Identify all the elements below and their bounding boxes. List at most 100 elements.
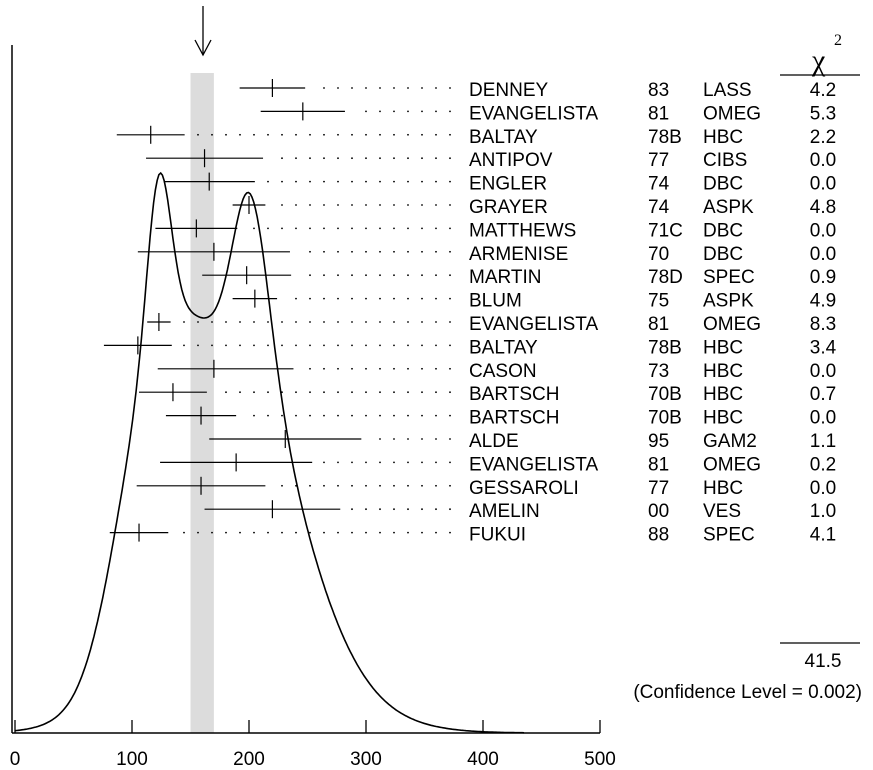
x-tick-label: 100 <box>116 749 148 770</box>
measurement-year: 70 <box>648 244 669 265</box>
measurement-technique: DBC <box>703 174 743 195</box>
measurement-chi2: 0.0 <box>810 220 836 241</box>
measurement-technique: SPEC <box>703 267 755 288</box>
measurement-year: 74 <box>648 197 670 218</box>
measurement-name: BALTAY <box>469 337 538 358</box>
measurement-technique: CIBS <box>703 150 747 171</box>
measurement-row: FUKUI 88 SPEC 4.1 <box>469 525 836 546</box>
chi2-total: 41.5 <box>805 651 842 672</box>
measurement-mark <box>163 172 255 191</box>
measurement-chi2: 0.0 <box>810 150 836 171</box>
measurement-chi2: 4.8 <box>810 197 836 218</box>
measurement-marks <box>103 79 362 542</box>
measurement-row: GRAYER 74 ASPK 4.8 <box>469 197 836 218</box>
measurement-year: 83 <box>648 80 669 101</box>
average-band <box>190 73 214 733</box>
measurement-chi2: 5.3 <box>810 103 836 124</box>
x-tick-label: 400 <box>467 749 499 770</box>
measurement-mark <box>109 523 169 542</box>
measurement-technique: DBC <box>703 244 743 265</box>
measurement-row: EVANGELISTA 81 OMEG 5.3 <box>469 103 836 124</box>
x-tick-label: 500 <box>584 749 616 770</box>
measurement-year: 81 <box>648 314 669 335</box>
measurement-chi2: 8.3 <box>810 314 836 335</box>
measurement-table: DENNEY 83 LASS 4.2 EVANGELISTA 81 OMEG 5.3 BALTA… <box>469 80 837 546</box>
measurement-chi2: 0.7 <box>810 384 836 405</box>
measurement-technique: HBC <box>703 478 743 499</box>
measurement-name: AMELIN <box>469 501 540 522</box>
measurement-year: 77 <box>648 478 669 499</box>
measurement-mark <box>139 383 207 402</box>
measurement-name: CASON <box>469 361 537 382</box>
measurement-technique: HBC <box>703 337 743 358</box>
measurement-chi2: 0.9 <box>810 267 836 288</box>
measurement-mark <box>239 79 306 97</box>
measurement-chi2: 4.2 <box>810 80 836 101</box>
measurement-row: EVANGELISTA 81 OMEG 8.3 <box>469 314 836 335</box>
measurement-name: ALDE <box>469 431 519 452</box>
measurement-mark <box>136 476 266 495</box>
measurement-year: 78D <box>648 267 683 288</box>
chi2-symbol: χ <box>811 44 826 77</box>
measurement-row: BLUM 75 ASPK 4.9 <box>469 291 836 312</box>
measurement-mark <box>260 102 345 121</box>
measurement-chi2: 4.1 <box>810 525 836 546</box>
measurement-mark <box>116 125 185 144</box>
measurement-mark <box>155 219 238 238</box>
measurement-row: GESSAROLI 77 HBC 0.0 <box>469 478 836 499</box>
confidence-level: (Confidence Level = 0.002) <box>633 682 862 703</box>
measurement-name: EVANGELISTA <box>469 314 598 335</box>
x-axis-ticks: 0 100 200 300 400 500 <box>10 720 616 770</box>
measurement-row: MARTIN 78D SPEC 0.9 <box>469 267 836 288</box>
measurement-row: ENGLER 74 DBC 0.0 <box>469 174 836 195</box>
measurement-technique: HBC <box>703 408 743 429</box>
measurement-year: 95 <box>648 431 669 452</box>
average-arrow <box>194 6 212 57</box>
measurement-technique: OMEG <box>703 314 761 335</box>
measurement-year: 70B <box>648 384 682 405</box>
measurement-year: 77 <box>648 150 669 171</box>
measurement-mark <box>137 242 290 261</box>
measurement-row: AMELIN 00 VES 1.0 <box>469 501 836 522</box>
measurement-year: 71C <box>648 220 683 241</box>
measurement-name: ENGLER <box>469 174 547 195</box>
ideogram-curve <box>14 171 525 734</box>
measurement-row: BARTSCH 70B HBC 0.0 <box>469 408 836 429</box>
measurement-technique: OMEG <box>703 103 761 124</box>
measurement-mark <box>204 500 341 519</box>
measurement-name: ANTIPOV <box>469 150 553 171</box>
measurement-chi2: 0.0 <box>810 174 836 195</box>
measurement-technique: HBC <box>703 127 743 148</box>
measurement-mark <box>209 430 362 448</box>
measurement-year: 75 <box>648 291 669 312</box>
measurement-technique: LASS <box>703 80 752 101</box>
measurement-technique: ASPK <box>703 197 754 218</box>
x-tick-label: 300 <box>350 749 382 770</box>
measurement-row: ALDE 95 GAM2 1.1 <box>469 431 836 452</box>
measurement-name: GESSAROLI <box>469 478 579 499</box>
measurement-chi2: 0.0 <box>810 244 836 265</box>
measurement-chi2: 3.4 <box>810 337 837 358</box>
measurement-mark <box>147 313 171 331</box>
measurement-row: MATTHEWS 71C DBC 0.0 <box>469 220 836 241</box>
measurement-row: BALTAY 78B HBC 2.2 <box>469 127 836 148</box>
measurement-technique: ASPK <box>703 291 754 312</box>
measurement-name: BARTSCH <box>469 408 559 429</box>
measurement-row: BARTSCH 70B HBC 0.7 <box>469 384 836 405</box>
measurement-name: BLUM <box>469 291 522 312</box>
measurement-row: ANTIPOV 77 CIBS 0.0 <box>469 150 836 171</box>
measurement-row: CASON 73 HBC 0.0 <box>469 361 836 382</box>
chi2-superscript: 2 <box>834 32 842 49</box>
measurement-chi2: 4.9 <box>810 291 836 312</box>
measurement-mark <box>157 359 294 378</box>
measurement-name: GRAYER <box>469 197 548 218</box>
measurement-mark <box>160 453 313 472</box>
measurement-name: EVANGELISTA <box>469 454 598 475</box>
measurement-name: FUKUI <box>469 525 526 546</box>
measurement-name: MATTHEWS <box>469 220 576 241</box>
measurement-mark <box>146 149 264 168</box>
measurement-technique: HBC <box>703 361 743 382</box>
measurement-year: 78B <box>648 127 682 148</box>
measurement-chi2: 0.2 <box>810 454 836 475</box>
measurement-mark <box>103 336 172 355</box>
